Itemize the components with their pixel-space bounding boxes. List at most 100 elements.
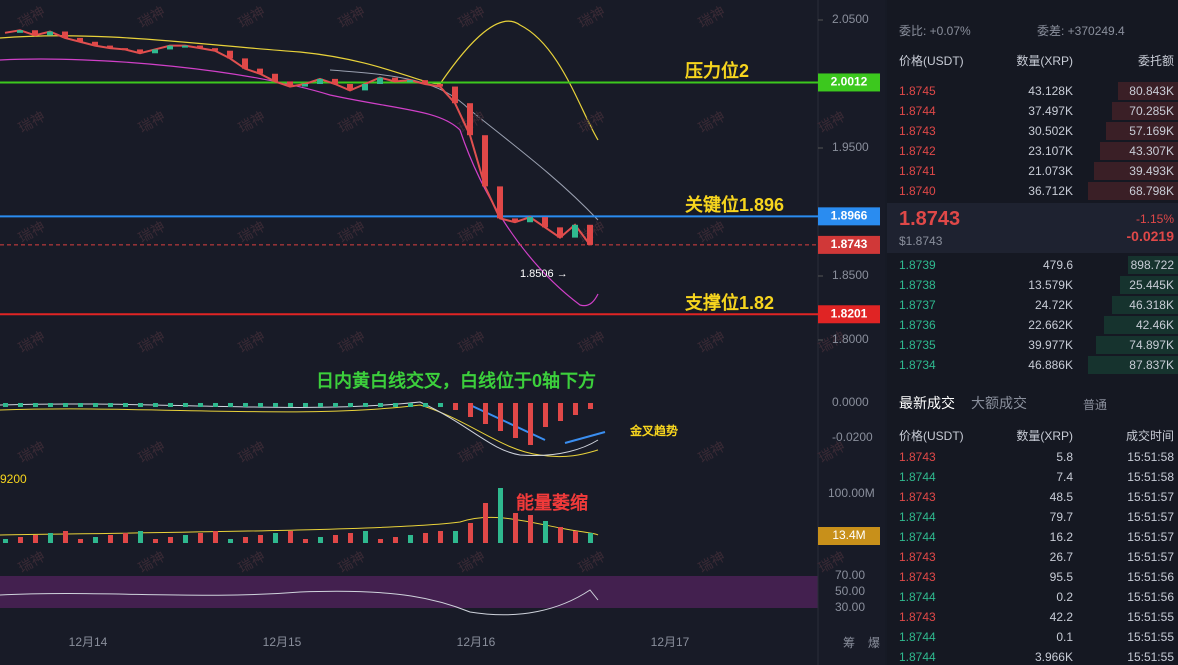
trade-cell: 1.8743 (899, 570, 936, 584)
macd-bar (558, 403, 563, 421)
bid-cell: 1.8738 (899, 278, 936, 292)
bid-depth (1104, 316, 1178, 334)
trade-header: 数量(XRP) (1016, 429, 1073, 443)
macd-bar (213, 403, 218, 407)
trade-cell: 15:51:58 (1127, 470, 1174, 484)
volume-tag (818, 527, 880, 545)
trade-cell: 1.8744 (899, 470, 936, 484)
trade-cell: 1.8744 (899, 510, 936, 524)
macd-bar (423, 403, 428, 407)
macd-bar (3, 403, 8, 407)
bid-depth (1096, 336, 1178, 354)
macd-bar (198, 403, 203, 407)
trade-cell: 48.5 (1049, 490, 1073, 504)
trade-cell: 16.2 (1049, 530, 1073, 544)
price-line (4, 29, 591, 246)
rsi-tick-label: 30.00 (835, 600, 865, 614)
volume-bar (18, 537, 23, 543)
macd-bar (348, 403, 353, 407)
candle (452, 86, 458, 104)
candle (122, 48, 128, 51)
ask-cell: 68.798K (1129, 184, 1174, 198)
ask-cell: 30.502K (1028, 124, 1073, 138)
ask-cell: 57.169K (1129, 124, 1174, 138)
level-tag (818, 305, 880, 324)
candle (17, 30, 23, 33)
ask-cell: 36.712K (1028, 184, 1073, 198)
candle (137, 49, 143, 54)
volume-ma (0, 516, 599, 536)
macd-bar (333, 403, 338, 407)
macd-bar (93, 403, 98, 407)
mid-price: 1.8743 (899, 208, 961, 230)
macd-bar (318, 403, 323, 407)
candle (437, 84, 443, 87)
candle (407, 80, 413, 83)
volume-bar (288, 531, 293, 543)
bid-cell: 25.445K (1129, 278, 1174, 292)
volume-bar (78, 539, 83, 543)
macd-bar (408, 403, 413, 407)
macd-bar (78, 403, 83, 407)
macd-bar (48, 403, 53, 407)
trade-header: 成交时间 (1125, 429, 1174, 443)
bid-cell: 42.46K (1135, 318, 1174, 332)
level-value: 1.8966 (831, 209, 868, 223)
macd-bar (528, 403, 533, 445)
candle (557, 227, 563, 238)
macd-bar (168, 403, 173, 407)
macd-bar (378, 403, 383, 407)
candle (107, 45, 113, 49)
bid-cell: 898.722 (1130, 258, 1174, 272)
macd-bar (393, 403, 398, 407)
level-tag (818, 73, 880, 92)
rsi-tick-label: 70.00 (835, 568, 865, 582)
bid-cell: 24.72K (1034, 298, 1073, 312)
volume-note: 能量萎缩 (516, 492, 588, 513)
ask-depth (1088, 182, 1178, 200)
current-price-label: 1.8743 (831, 237, 868, 251)
macd-bar (123, 403, 128, 407)
ask-cell: 39.493K (1129, 164, 1174, 178)
trade-cell: 15:51:55 (1127, 610, 1174, 624)
date-label: 12月14 (69, 635, 108, 649)
ask-depth (1100, 142, 1178, 160)
macd-bar (438, 403, 443, 407)
volume-bar (93, 537, 98, 543)
macd-bar (153, 403, 158, 407)
trade-cell: 79.7 (1049, 510, 1073, 524)
bid-cell: 46.318K (1129, 298, 1174, 312)
trade-cell: 1.8743 (899, 490, 936, 504)
candle (212, 48, 218, 51)
volume-bar (33, 535, 38, 543)
volume-bar (123, 533, 128, 543)
trade-cell: 0.1 (1056, 630, 1073, 644)
candle (242, 58, 248, 69)
trade-cell: 15:51:57 (1127, 490, 1174, 504)
candle (92, 41, 98, 46)
trend-note: 金叉趋势 (629, 423, 678, 438)
volume-bar (588, 533, 593, 543)
tab[interactable]: 大额成交 (971, 395, 1027, 411)
trade-cell: 15:51:55 (1127, 630, 1174, 644)
candle (47, 31, 53, 36)
mid-change: -0.0219 (1126, 228, 1174, 244)
level-label: 关键位1.896 (685, 194, 784, 215)
trade-cell: 15:51:55 (1127, 650, 1174, 664)
macd-bar (288, 403, 293, 407)
volume-bar (453, 531, 458, 543)
candle (287, 81, 293, 87)
ask-depth (1112, 102, 1178, 120)
volume-bar (348, 533, 353, 543)
ask-cell: 1.8742 (899, 144, 936, 158)
ask-cell: 21.073K (1028, 164, 1073, 178)
diff: 委差: +370249.4 (1037, 24, 1125, 38)
bid-cell: 1.8737 (899, 298, 936, 312)
mid-bg (887, 203, 1178, 253)
price-tick-label: 2.0500 (832, 12, 869, 26)
checkbox-tab[interactable]: 普通 (1083, 398, 1108, 412)
corner-label: 筹 (843, 636, 855, 650)
level-label: 支撑位1.82 (684, 292, 774, 313)
book-header: 委托额 (1137, 54, 1174, 68)
